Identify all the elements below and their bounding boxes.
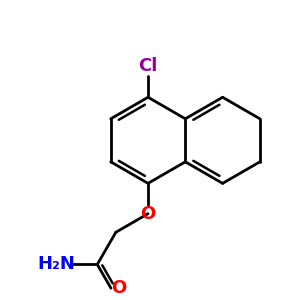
Text: Cl: Cl [138,57,158,75]
Text: O: O [140,205,156,223]
Text: H₂N: H₂N [37,256,75,274]
Text: O: O [111,279,126,297]
